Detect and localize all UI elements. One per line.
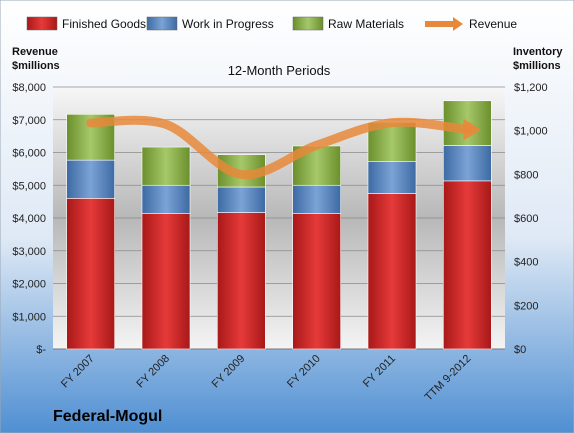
left-tick-label: $7,000 <box>12 115 46 127</box>
bar-work-in-progress <box>367 161 417 194</box>
legend-swatch-work-in-progress <box>146 16 178 31</box>
left-tick-label: $- <box>36 344 46 356</box>
right-axis-title-line2: $millions <box>513 60 561 72</box>
legend-label-finished-goods: Finished Goods <box>62 17 146 31</box>
revenue-line-series <box>86 115 482 180</box>
right-tick-label: $0 <box>514 344 526 356</box>
left-tick-label: $6,000 <box>12 148 46 160</box>
revenue-line <box>86 115 472 180</box>
bar-finished-goods <box>141 213 191 350</box>
bar-work-in-progress <box>66 159 115 199</box>
left-axis-ticks: $- $1,000 $2,000 $3,000 $4,000 $5,000 $6,000 $7… <box>12 82 46 356</box>
right-tick-label: $200 <box>514 300 538 312</box>
legend-swatch-finished-goods <box>26 16 58 31</box>
chart-legend: Finished Goods Work in Progress Raw Materi… <box>26 16 517 31</box>
right-axis-title-line1: Inventory <box>513 46 563 58</box>
left-axis-title-line1: Revenue <box>12 46 58 58</box>
left-tick-label: $4,000 <box>12 213 46 225</box>
chart-subtitle: 12-Month Periods <box>228 63 331 78</box>
right-axis-ticks: $0 $200 $400 $600 $800 $1,000 $1,200 <box>514 82 548 356</box>
revenue-arrowhead <box>463 118 482 141</box>
right-tick-label: $800 <box>514 169 538 181</box>
bar-finished-goods <box>292 213 341 350</box>
bar-work-in-progress <box>217 186 266 213</box>
left-tick-label: $3,000 <box>12 246 46 258</box>
legend-label-revenue: Revenue <box>469 17 517 31</box>
bar-finished-goods <box>367 193 417 350</box>
right-tick-label: $1,000 <box>514 126 548 138</box>
legend-arrow-revenue <box>453 17 463 31</box>
right-tick-label: $1,200 <box>514 82 548 94</box>
bar-finished-goods <box>217 212 266 350</box>
bar-series <box>66 100 492 350</box>
right-tick-label: $400 <box>514 257 538 269</box>
legend-label-raw-materials: Raw Materials <box>328 17 404 31</box>
left-tick-label: $1,000 <box>12 311 46 323</box>
left-tick-label: $8,000 <box>12 82 46 94</box>
bar-finished-goods <box>443 180 492 350</box>
bar-finished-goods <box>66 198 115 350</box>
right-tick-label: $600 <box>514 213 538 225</box>
left-tick-label: $2,000 <box>12 279 46 291</box>
company-name: Federal-Mogul <box>53 408 162 425</box>
legend-swatch-raw-materials <box>292 16 324 31</box>
bar-raw-materials <box>141 146 191 186</box>
bar-work-in-progress <box>292 184 341 214</box>
legend-label-work-in-progress: Work in Progress <box>182 17 274 31</box>
bar-work-in-progress <box>141 184 191 214</box>
left-axis-title-line2: $millions <box>12 60 60 72</box>
bar-work-in-progress <box>443 145 492 182</box>
left-tick-label: $5,000 <box>12 180 46 192</box>
